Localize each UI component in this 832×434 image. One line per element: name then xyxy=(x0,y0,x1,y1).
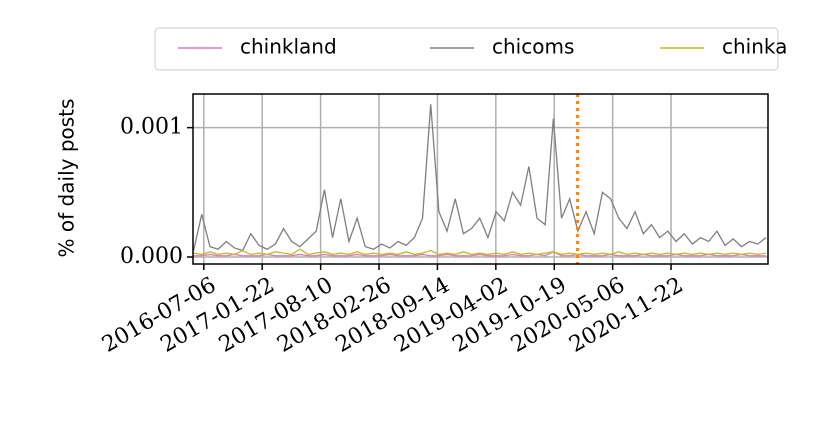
series-line xyxy=(192,104,767,252)
series-line xyxy=(193,248,767,256)
y-axis-label: % of daily posts xyxy=(55,99,79,258)
legend-label: chinkland xyxy=(240,35,337,59)
legend-label: chicoms xyxy=(492,35,574,59)
series-line xyxy=(193,251,766,257)
legend-label: chinka xyxy=(722,35,787,59)
plot-frame xyxy=(192,93,769,265)
y-tick-label: 0.001 xyxy=(120,115,183,140)
y-tick-label: 0.000 xyxy=(120,244,183,269)
legend-box xyxy=(154,27,779,71)
